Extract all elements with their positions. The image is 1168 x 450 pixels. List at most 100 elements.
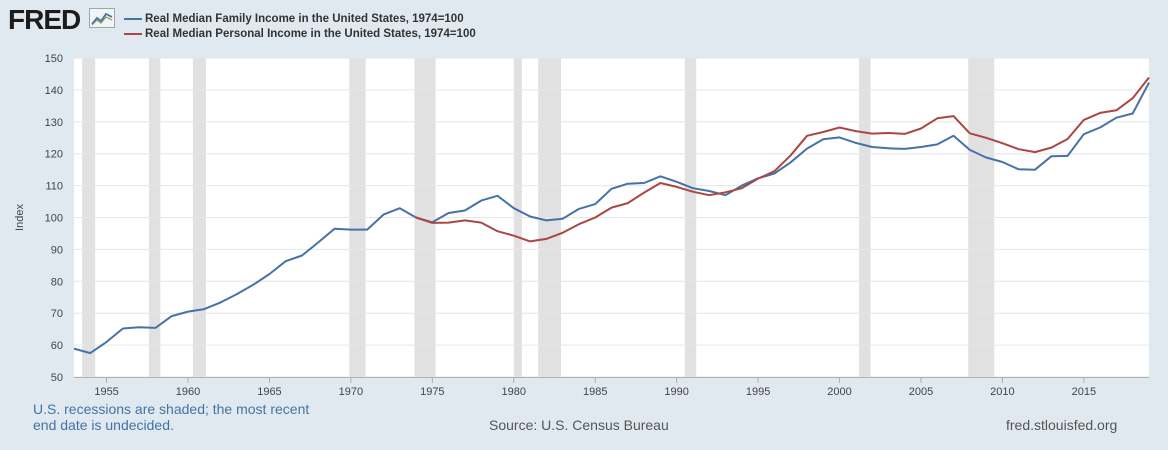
data-point-family[interactable] <box>560 216 566 222</box>
data-point-family[interactable] <box>837 134 843 140</box>
data-point-personal[interactable] <box>1130 95 1136 101</box>
data-point-personal[interactable] <box>429 220 435 226</box>
data-point-personal[interactable] <box>462 217 468 223</box>
data-point-family[interactable] <box>820 136 826 142</box>
data-point-family[interactable] <box>120 326 126 332</box>
data-point-family[interactable] <box>869 144 875 150</box>
data-point-family[interactable] <box>853 140 859 146</box>
data-point-personal[interactable] <box>446 220 452 226</box>
data-point-family[interactable] <box>1097 125 1103 131</box>
data-point-family[interactable] <box>576 206 582 212</box>
data-point-family[interactable] <box>918 144 924 150</box>
site-url[interactable]: fred.stlouisfed.org <box>1006 417 1118 433</box>
data-point-family[interactable] <box>380 212 386 218</box>
data-point-personal[interactable] <box>967 130 973 136</box>
data-point-family[interactable] <box>951 133 957 139</box>
data-point-personal[interactable] <box>609 205 615 211</box>
data-point-personal[interactable] <box>999 140 1005 146</box>
data-point-family[interactable] <box>494 193 500 199</box>
data-point-personal[interactable] <box>657 180 663 186</box>
legend-item-personal-income[interactable]: Real Median Personal Income in the Unite… <box>124 26 476 41</box>
data-point-family[interactable] <box>788 159 794 165</box>
data-point-family[interactable] <box>283 258 289 264</box>
legend-item-family-income[interactable]: Real Median Family Income in the United … <box>124 11 476 26</box>
data-point-family[interactable] <box>462 207 468 213</box>
data-point-personal[interactable] <box>951 113 957 119</box>
data-point-personal[interactable] <box>869 131 875 137</box>
data-point-personal[interactable] <box>1113 107 1119 113</box>
data-point-personal[interactable] <box>820 129 826 135</box>
data-point-personal[interactable] <box>560 230 566 236</box>
data-point-personal[interactable] <box>1016 146 1022 152</box>
data-point-family[interactable] <box>201 306 207 312</box>
data-point-family[interactable] <box>1016 166 1022 172</box>
data-point-family[interactable] <box>674 179 680 185</box>
data-point-family[interactable] <box>315 239 321 245</box>
data-point-personal[interactable] <box>983 135 989 141</box>
data-point-family[interactable] <box>152 325 158 331</box>
data-point-personal[interactable] <box>918 125 924 131</box>
data-point-personal[interactable] <box>853 128 859 134</box>
data-point-family[interactable] <box>1048 153 1054 159</box>
data-point-family[interactable] <box>641 180 647 186</box>
data-point-personal[interactable] <box>674 184 680 190</box>
data-point-personal[interactable] <box>511 233 517 239</box>
data-point-personal[interactable] <box>885 130 891 136</box>
data-point-family[interactable] <box>332 226 338 232</box>
data-point-family[interactable] <box>625 181 631 187</box>
data-point-personal[interactable] <box>739 185 745 191</box>
data-point-personal[interactable] <box>788 152 794 158</box>
data-point-personal[interactable] <box>771 168 777 174</box>
data-point-family[interactable] <box>1065 153 1071 159</box>
data-point-personal[interactable] <box>1065 136 1071 142</box>
data-point-family[interactable] <box>885 145 891 151</box>
data-point-personal[interactable] <box>478 220 484 226</box>
data-point-personal[interactable] <box>527 238 533 244</box>
data-point-personal[interactable] <box>576 221 582 227</box>
data-point-family[interactable] <box>234 291 240 297</box>
data-point-family[interactable] <box>364 227 370 233</box>
data-point-family[interactable] <box>446 210 452 216</box>
data-point-personal[interactable] <box>413 215 419 221</box>
data-point-family[interactable] <box>1032 167 1038 173</box>
data-point-family[interactable] <box>1113 115 1119 121</box>
data-point-family[interactable] <box>592 201 598 207</box>
data-point-family[interactable] <box>104 339 110 345</box>
data-point-family[interactable] <box>934 141 940 147</box>
data-point-family[interactable] <box>511 205 517 211</box>
series-line-personal-income[interactable] <box>415 76 1150 243</box>
series-line-family-income[interactable] <box>73 82 1150 355</box>
data-point-family[interactable] <box>250 282 256 288</box>
data-point-personal[interactable] <box>625 200 631 206</box>
data-point-family[interactable] <box>299 252 305 258</box>
data-point-family[interactable] <box>609 186 615 192</box>
data-point-personal[interactable] <box>1032 149 1038 155</box>
data-point-personal[interactable] <box>543 236 549 242</box>
data-point-family[interactable] <box>983 155 989 161</box>
data-point-personal[interactable] <box>902 131 908 137</box>
data-point-family[interactable] <box>397 205 403 211</box>
data-point-family[interactable] <box>218 299 224 305</box>
data-point-personal[interactable] <box>706 192 712 198</box>
fred-logo[interactable]: FRED <box>8 4 81 35</box>
data-point-personal[interactable] <box>690 189 696 195</box>
data-point-family[interactable] <box>348 227 354 233</box>
data-point-family[interactable] <box>804 146 810 152</box>
data-point-family[interactable] <box>87 350 93 356</box>
data-point-family[interactable] <box>1081 131 1087 137</box>
data-point-personal[interactable] <box>723 189 729 195</box>
data-point-personal[interactable] <box>804 133 810 139</box>
data-point-family[interactable] <box>543 217 549 223</box>
data-point-family[interactable] <box>657 173 663 179</box>
data-point-personal[interactable] <box>837 125 843 131</box>
data-point-family[interactable] <box>999 159 1005 165</box>
data-point-family[interactable] <box>478 198 484 204</box>
data-point-personal[interactable] <box>1146 74 1152 80</box>
data-point-personal[interactable] <box>755 176 761 182</box>
data-point-personal[interactable] <box>1048 145 1054 151</box>
data-point-personal[interactable] <box>1097 110 1103 116</box>
data-point-personal[interactable] <box>641 190 647 196</box>
data-point-family[interactable] <box>169 313 175 319</box>
data-point-family[interactable] <box>902 146 908 152</box>
